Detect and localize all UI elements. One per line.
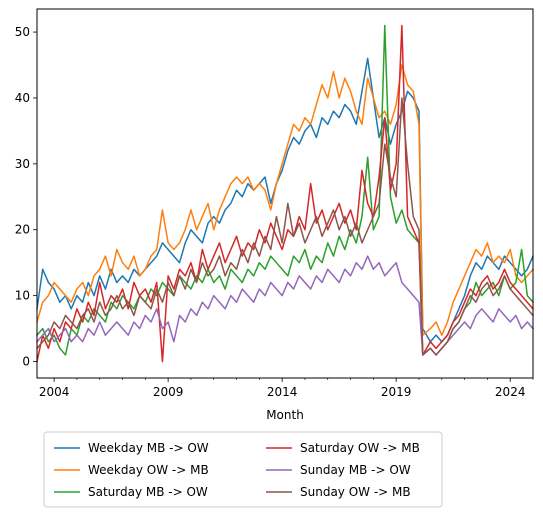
y-tick-label: 0 [22,355,30,369]
series-line-2 [36,64,535,336]
x-tick-label: 2014 [267,385,298,399]
legend: Weekday MB -> OW Weekday OW -> MB Saturday… [43,431,443,508]
y-tick-label: 10 [15,289,30,303]
x-tick-label: 2009 [153,385,184,399]
x-tick-label: 2024 [495,385,526,399]
legend-label-4: Saturday OW -> MB [300,441,420,455]
series-line-6 [35,97,535,356]
legend-label-5: Sunday MB -> OW [300,463,411,477]
legend-box [43,431,443,508]
x-tick-label: 2004 [39,385,70,399]
y-tick-label: 20 [15,223,30,237]
legend-label-2: Weekday OW -> MB [88,463,209,477]
series-layer [35,24,535,363]
x-axis: 2004 2009 2014 2019 2024 [39,378,534,399]
y-tick-label: 50 [15,25,30,39]
y-axis: 0 10 20 30 40 50 [15,25,37,369]
x-tick-label: 2019 [381,385,412,399]
x-axis-label: Month [266,408,304,422]
y-tick-label: 30 [15,157,30,171]
legend-label-3: Saturday MB -> OW [88,485,208,499]
series-line-4 [36,24,535,363]
legend-label-1: Weekday MB -> OW [88,441,209,455]
plot-frame [36,8,534,379]
y-tick-label: 40 [15,91,30,105]
series-line-5 [35,255,535,356]
legend-label-6: Sunday OW -> MB [300,485,411,499]
